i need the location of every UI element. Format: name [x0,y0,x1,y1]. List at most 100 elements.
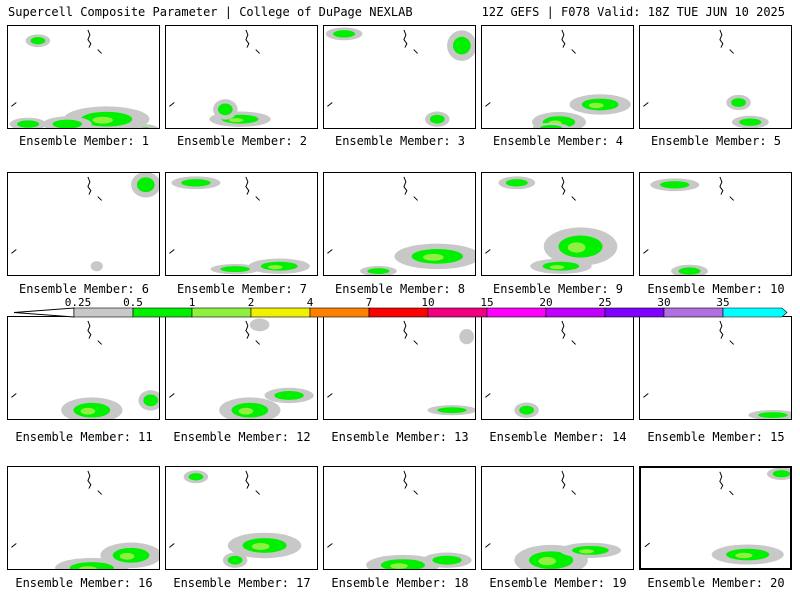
member-map-8 [327,176,475,275]
scp-contour-1 [588,102,604,109]
member-panel-16[interactable] [7,466,160,570]
coastline-outline [11,29,102,107]
member-panel-10[interactable] [639,172,792,276]
member-panel-19[interactable] [481,466,634,570]
legend-tick-9: 25 [598,296,612,309]
scp-contour-05 [227,555,243,565]
member-panel-11[interactable] [7,316,160,420]
member-map-4 [485,29,631,128]
scp-contour-05 [367,268,390,275]
member-label-19: Ensemble Member: 19 [489,576,627,590]
legend-tick-4: 4 [306,296,314,309]
member-panel-17[interactable] [165,466,318,570]
member-map-20 [644,468,790,565]
member-panel-20[interactable] [639,466,792,570]
coastline-outline [11,320,102,398]
member-label-15: Ensemble Member: 15 [647,430,785,444]
scp-contour-05 [540,125,563,128]
member-panel-2[interactable] [165,25,318,129]
member-panel-5[interactable] [639,25,792,129]
legend-tick-1: 0.5 [123,296,143,309]
member-map-16 [11,470,159,569]
scp-contour-05 [432,555,462,565]
member-panel-1[interactable] [7,25,160,129]
member-map-14 [485,320,576,418]
coastline-outline [485,176,576,254]
scp-contour-1 [267,265,283,270]
member-panel-15[interactable] [639,316,792,420]
member-panel-7[interactable] [165,172,318,276]
scp-contour-1 [567,242,586,253]
member-panel-3[interactable] [323,25,476,129]
member-label-8: Ensemble Member: 8 [334,282,466,296]
scp-contour-1 [80,407,96,415]
coastline-outline [327,470,418,548]
scp-contour-1 [251,543,270,550]
member-map-19 [485,470,622,569]
coastline-outline [169,176,260,254]
member-panel-14[interactable] [481,316,634,420]
member-label-10: Ensemble Member: 10 [647,282,785,296]
member-label-12: Ensemble Member: 12 [173,430,311,444]
member-label-3: Ensemble Member: 3 [334,134,466,148]
member-panel-9[interactable] [481,172,634,276]
member-panel-6[interactable] [7,172,160,276]
legend-tick-7: 15 [480,296,494,309]
coastline-outline [11,470,102,548]
scp-contour-025 [133,124,159,128]
scp-contour-025 [90,261,103,272]
member-map-18 [327,470,472,569]
scp-contour-05 [519,405,534,415]
member-panel-13[interactable] [323,316,476,420]
scp-contour-05 [30,37,46,45]
member-panel-4[interactable] [481,25,634,129]
legend-tick-0: 0.25 [64,296,92,309]
scp-contour-05 [437,407,467,414]
member-label-7: Ensemble Member: 7 [176,282,308,296]
coastline-outline [485,470,576,548]
scp-contour-05 [143,394,159,407]
member-map-3 [325,27,475,127]
member-label-20: Ensemble Member: 20 [647,576,785,590]
scp-contour-05 [181,179,211,187]
scp-contour-05 [758,412,788,419]
scp-contour-05 [429,114,445,124]
legend-tick-6: 10 [421,296,435,309]
member-map-7 [169,176,310,275]
member-map-11 [11,320,159,419]
coastline-outline [11,176,102,254]
coastline-outline [169,29,260,107]
coastline-outline [643,176,734,254]
scp-contour-05 [52,119,83,128]
scp-contour-1 [79,566,97,569]
member-panel-18[interactable] [323,466,476,570]
member-map-13 [327,320,475,416]
coastline-outline [327,320,418,398]
member-label-2: Ensemble Member: 2 [176,134,308,148]
scp-contour-05 [678,267,701,275]
member-panel-12[interactable] [165,316,318,420]
scp-contour-05 [505,179,528,187]
scp-contour-1 [238,407,254,415]
member-label-14: Ensemble Member: 14 [489,430,627,444]
coastline-outline [485,29,576,107]
scp-contour-05 [274,391,304,400]
scp-contour-05 [69,562,114,569]
scp-contour-05 [731,98,746,107]
scp-contour-05 [739,118,762,126]
legend-tick-11: 35 [716,296,730,309]
scp-contour-05 [217,103,233,116]
coastline-outline [169,470,260,548]
coastline-outline [643,320,734,398]
member-label-13: Ensemble Member: 13 [331,430,469,444]
map-title: Supercell Composite Parameter | College … [8,5,413,19]
member-label-17: Ensemble Member: 17 [173,576,311,590]
member-label-1: Ensemble Member: 1 [18,134,150,148]
scp-contour-05 [772,470,790,478]
member-panel-8[interactable] [323,172,476,276]
member-map-1 [9,29,159,128]
coastline-outline [485,320,576,398]
scp-contour-05 [333,30,356,38]
legend-tick-2: 1 [188,296,196,309]
member-map-2 [169,29,271,127]
